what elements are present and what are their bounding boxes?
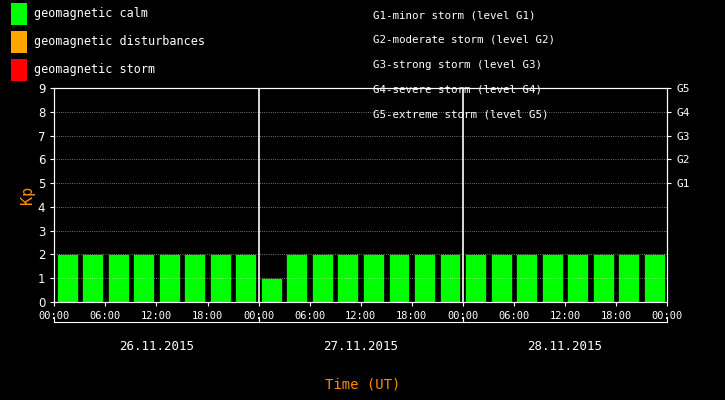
Bar <box>286 254 307 302</box>
Bar <box>465 254 486 302</box>
Text: G3-strong storm (level G3): G3-strong storm (level G3) <box>373 60 542 70</box>
Bar <box>312 254 333 302</box>
Bar <box>133 254 154 302</box>
Bar <box>236 254 256 302</box>
Bar <box>210 254 231 302</box>
Bar <box>82 254 103 302</box>
Bar <box>618 254 639 302</box>
Text: G4-severe storm (level G4): G4-severe storm (level G4) <box>373 84 542 94</box>
Bar <box>593 254 613 302</box>
Bar <box>491 254 512 302</box>
Bar <box>337 254 358 302</box>
Text: G5-extreme storm (level G5): G5-extreme storm (level G5) <box>373 109 549 119</box>
Text: G1-minor storm (level G1): G1-minor storm (level G1) <box>373 10 536 20</box>
Bar <box>108 254 128 302</box>
Bar <box>516 254 537 302</box>
Text: 27.11.2015: 27.11.2015 <box>323 340 398 352</box>
Text: G2-moderate storm (level G2): G2-moderate storm (level G2) <box>373 35 555 45</box>
Y-axis label: Kp: Kp <box>20 186 35 204</box>
Bar <box>644 254 665 302</box>
Text: geomagnetic calm: geomagnetic calm <box>34 8 148 20</box>
Bar <box>184 254 205 302</box>
Bar <box>439 254 460 302</box>
Text: Time (UT): Time (UT) <box>325 377 400 391</box>
Bar <box>363 254 384 302</box>
Text: geomagnetic storm: geomagnetic storm <box>34 64 155 76</box>
Text: 26.11.2015: 26.11.2015 <box>119 340 194 352</box>
Bar <box>414 254 435 302</box>
Bar <box>57 254 78 302</box>
Text: geomagnetic disturbances: geomagnetic disturbances <box>34 36 205 48</box>
Text: 28.11.2015: 28.11.2015 <box>527 340 602 352</box>
Bar <box>159 254 180 302</box>
Bar <box>389 254 410 302</box>
Bar <box>567 254 588 302</box>
Bar <box>542 254 563 302</box>
Bar <box>261 278 282 302</box>
